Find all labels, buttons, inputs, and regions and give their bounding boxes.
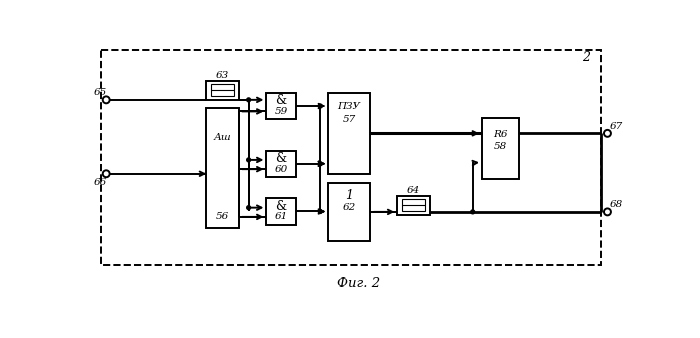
Circle shape	[471, 210, 475, 214]
Text: 63: 63	[216, 71, 229, 80]
Text: 67: 67	[610, 122, 623, 131]
Bar	[402, 199, 425, 212]
Text: &: &	[275, 152, 286, 165]
Text: 1: 1	[345, 189, 353, 202]
Text: ПЗУ: ПЗУ	[337, 102, 360, 111]
Text: 66: 66	[93, 178, 106, 187]
Bar	[328, 93, 370, 174]
Bar	[266, 198, 295, 224]
Text: Аш: Аш	[214, 133, 231, 142]
Circle shape	[246, 158, 251, 162]
Circle shape	[318, 104, 322, 108]
Bar	[206, 108, 239, 228]
Text: 64: 64	[407, 186, 420, 195]
Bar	[482, 118, 519, 179]
Circle shape	[246, 206, 251, 210]
Bar	[266, 151, 295, 177]
Bar	[328, 183, 370, 241]
Text: 65: 65	[93, 88, 106, 97]
Text: 62: 62	[342, 203, 356, 212]
Text: 56: 56	[216, 212, 229, 221]
Text: R6: R6	[494, 130, 508, 139]
Bar	[266, 93, 295, 119]
Text: 68: 68	[610, 200, 623, 210]
Text: Фиг. 2: Фиг. 2	[337, 277, 380, 290]
Text: 57: 57	[342, 115, 356, 124]
Bar	[206, 80, 239, 100]
Bar	[398, 196, 430, 215]
Circle shape	[246, 98, 251, 102]
Text: 59: 59	[274, 107, 288, 116]
Circle shape	[318, 210, 322, 213]
Text: 61: 61	[274, 212, 288, 221]
Bar	[101, 50, 601, 265]
Text: 2: 2	[582, 51, 590, 64]
Text: &: &	[275, 200, 286, 213]
Text: &: &	[275, 94, 286, 107]
Text: 60: 60	[274, 165, 288, 174]
Circle shape	[318, 162, 322, 166]
Text: 58: 58	[494, 142, 507, 151]
Bar	[211, 84, 234, 96]
